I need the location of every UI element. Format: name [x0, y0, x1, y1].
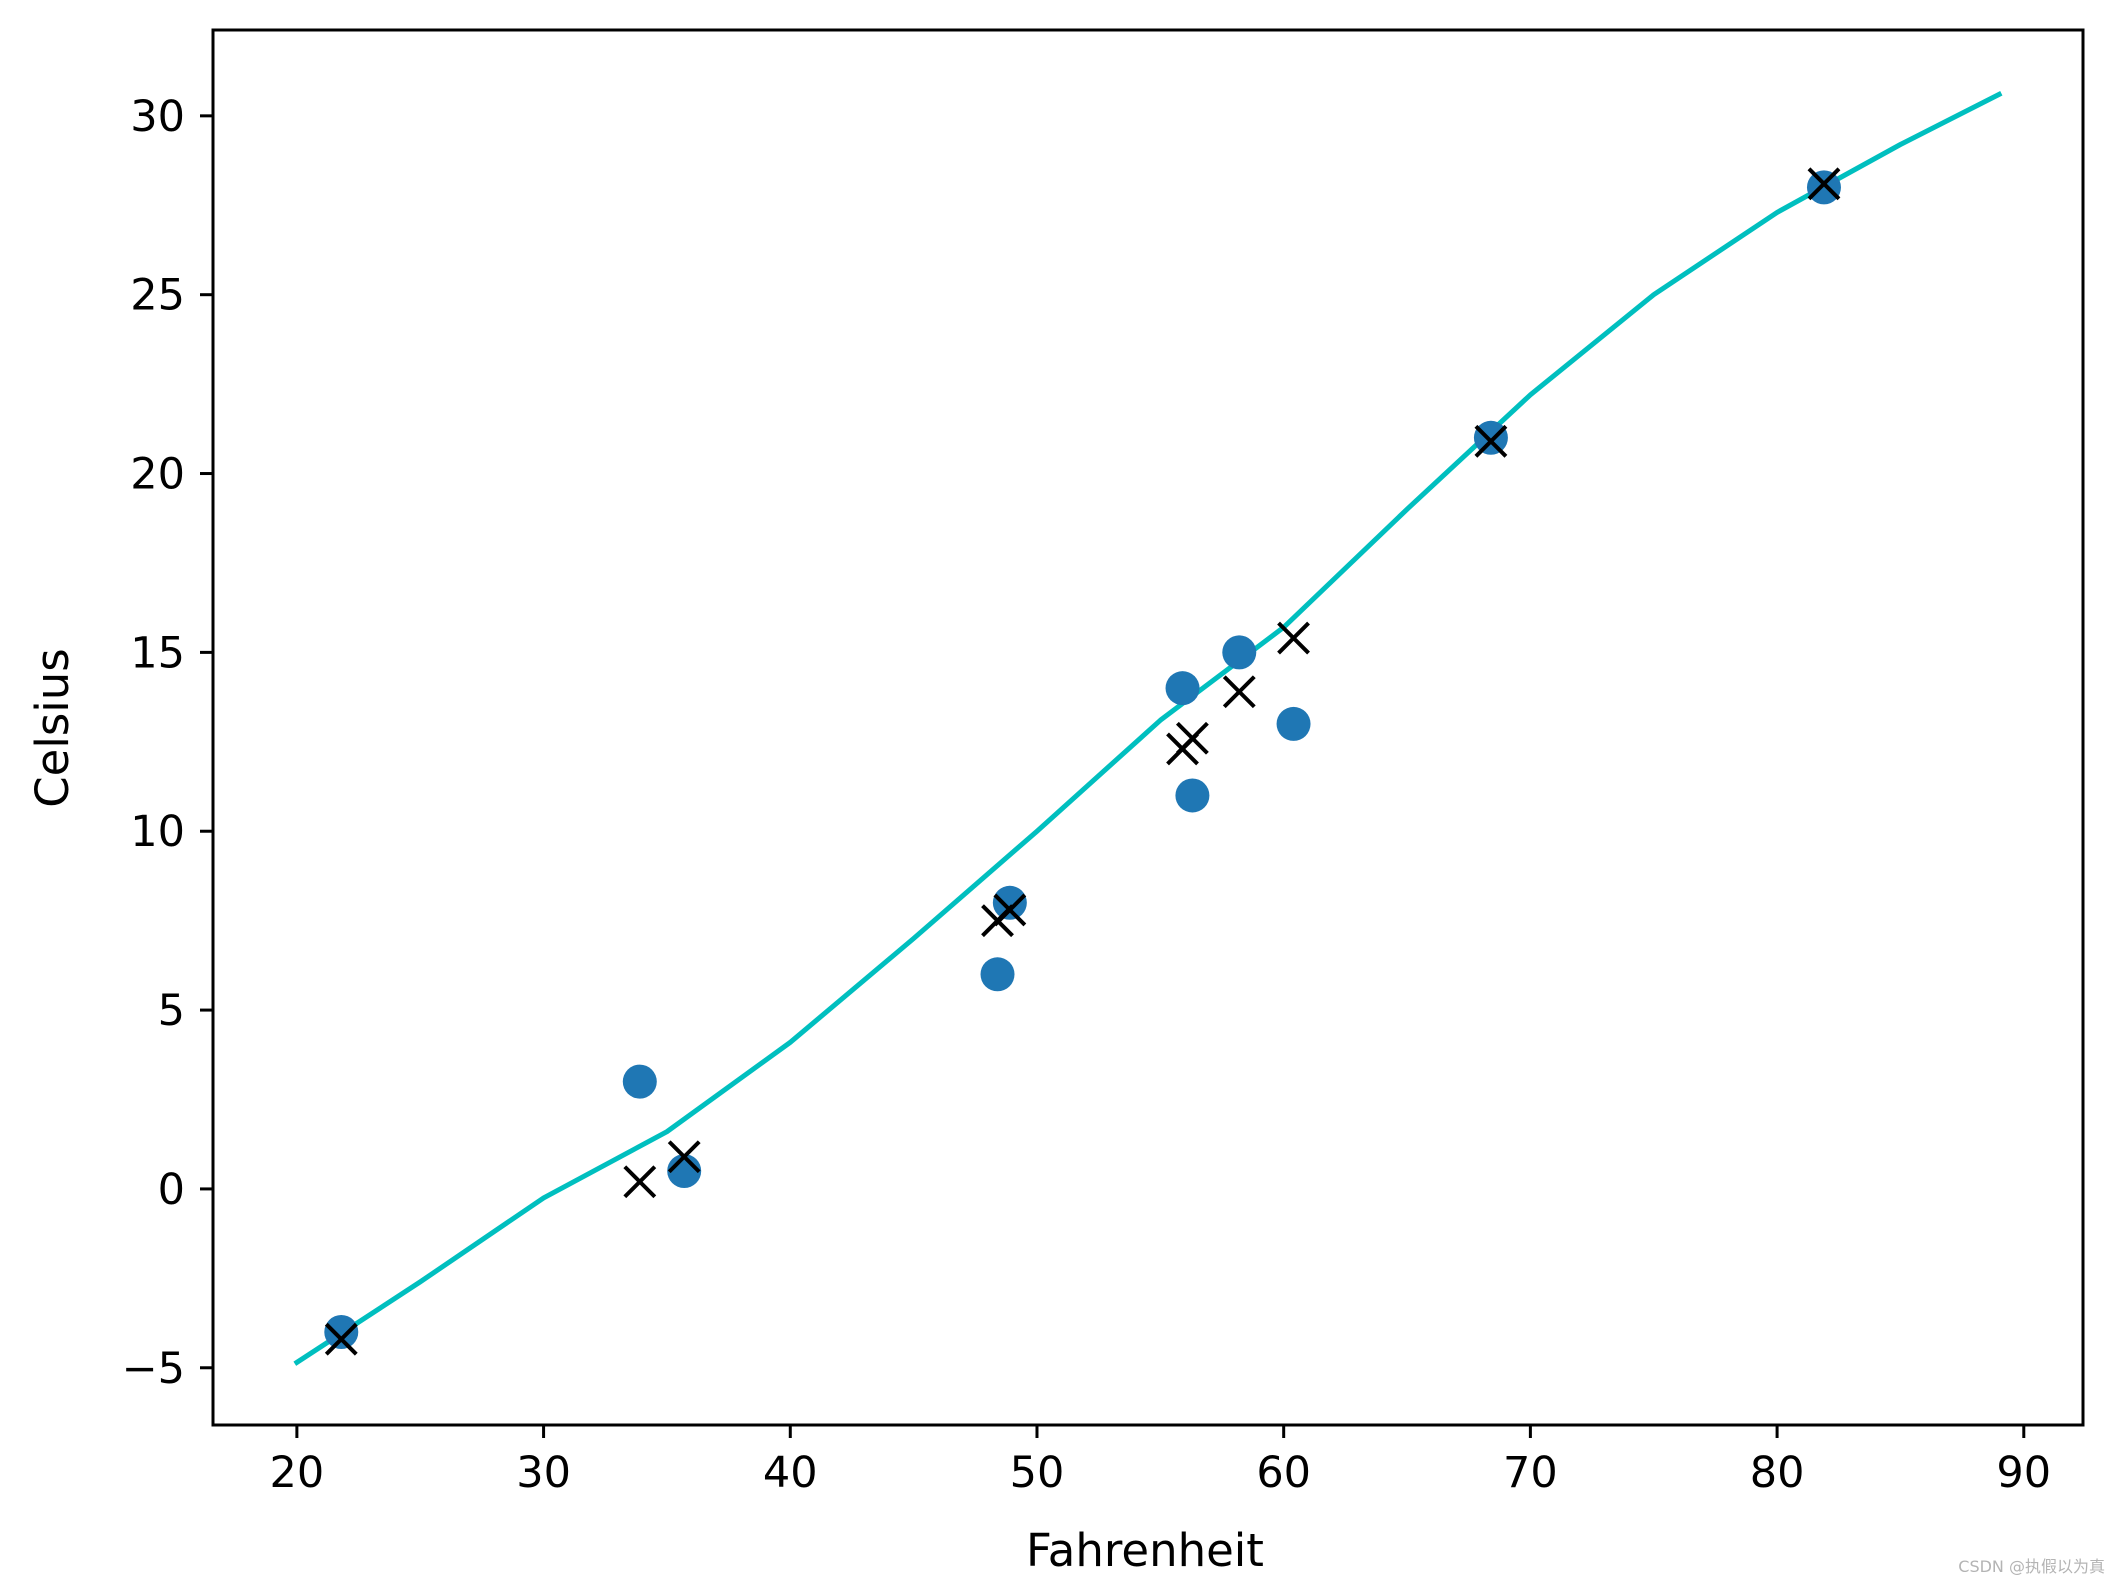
y-tick-label: 20 — [130, 450, 185, 500]
x-tick-label: 40 — [763, 1448, 818, 1498]
data-point-circle — [1222, 635, 1257, 670]
x-tick-label: 50 — [1010, 1448, 1065, 1498]
x-tick-label: 80 — [1750, 1448, 1805, 1498]
prediction-x-marker — [623, 1165, 657, 1199]
data-point-circle — [1806, 170, 1841, 205]
y-axis-label: Celsius — [26, 648, 79, 808]
y-tick-label: 30 — [130, 92, 185, 142]
prediction-x-marker — [324, 1322, 358, 1356]
y-tick-label: 15 — [130, 628, 185, 678]
data-point-circle — [1473, 420, 1508, 455]
y-tick-label: 25 — [130, 271, 185, 321]
data-point-circle — [324, 1315, 359, 1349]
x-tick-label: 90 — [1996, 1448, 2051, 1498]
prediction-x-marker — [1474, 424, 1508, 458]
data-point-circle — [992, 885, 1027, 920]
prediction-x-marker — [1807, 167, 1841, 201]
prediction-x-marker — [981, 904, 1014, 938]
x-tick-label: 30 — [516, 1448, 571, 1498]
y-tick-label: 5 — [158, 986, 185, 1036]
x-tick-label: 70 — [1503, 1448, 1558, 1498]
watermark: CSDN @执假以为真 — [1958, 1557, 2105, 1576]
fit-curve-line — [293, 91, 2003, 1366]
series-layer — [213, 30, 2083, 1425]
y-tick-label: 0 — [158, 1165, 185, 1215]
data-point-circle — [980, 957, 1015, 992]
prediction-x-marker — [1277, 621, 1310, 655]
x-tick-label: 20 — [270, 1448, 325, 1498]
plot-area — [213, 30, 2083, 1425]
axes-layer: 20 30 40 50 60 70 80 90 −5 0 5 10 15 20 25 30 — [122, 28, 2085, 1498]
data-point-circle — [1165, 671, 1200, 706]
x-tick-label: 60 — [1256, 1448, 1311, 1498]
prediction-x-marker — [1222, 675, 1256, 709]
axes-frame — [211, 28, 2085, 1427]
prediction-x-marker — [1175, 721, 1209, 755]
y-tick-label: 10 — [130, 807, 185, 857]
data-point-circle — [1276, 706, 1311, 741]
data-point-circle — [622, 1064, 657, 1099]
data-point-circle — [1175, 778, 1210, 813]
prediction-x-marker — [667, 1140, 701, 1174]
y-tick-label: −5 — [122, 1344, 185, 1394]
x-axis-label: Fahrenheit — [1026, 1524, 1264, 1577]
